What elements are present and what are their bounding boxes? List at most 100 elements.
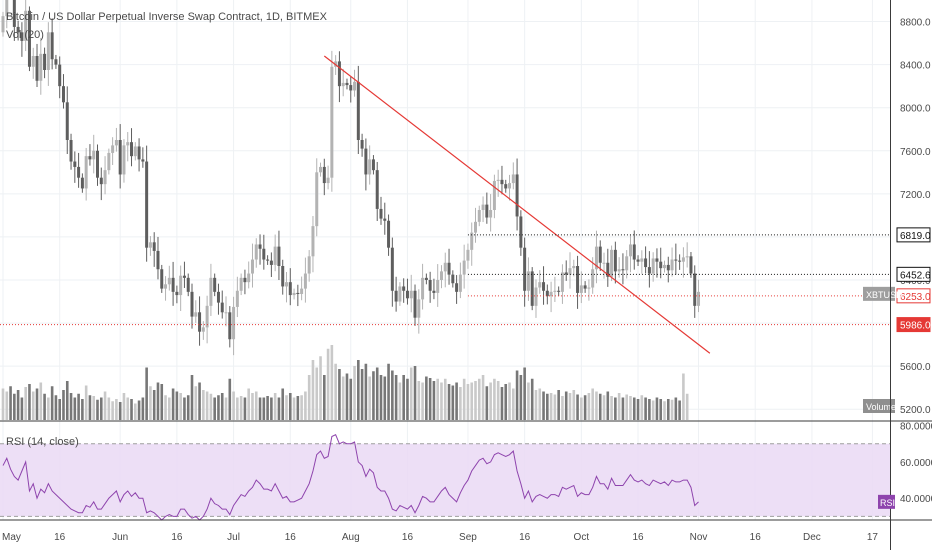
volume-bar <box>62 390 65 420</box>
volume-bar <box>50 386 54 420</box>
candle <box>390 237 394 307</box>
rsi-line <box>2 434 699 521</box>
candle <box>632 230 636 270</box>
volume-bar <box>20 397 24 420</box>
candle-body <box>43 53 47 70</box>
candle-body <box>549 291 553 297</box>
volume-bar <box>375 367 379 420</box>
candle-body <box>216 291 220 303</box>
volume-bar <box>602 395 606 420</box>
volume-bar <box>288 393 292 420</box>
candle-body <box>462 260 466 275</box>
candle-body <box>387 220 391 248</box>
candle-body <box>61 86 65 103</box>
candle <box>84 147 88 201</box>
candle-body <box>553 290 557 292</box>
candle-body <box>421 277 425 300</box>
price-label: 5986.0 <box>900 321 931 332</box>
volume-bar <box>583 395 587 420</box>
rsi-indicator-label[interactable]: RSI (14, close) <box>6 436 79 448</box>
candle-body <box>1 16 5 33</box>
candle <box>409 274 413 313</box>
candle-body <box>576 266 580 293</box>
volume-indicator-label[interactable]: Vol (20) <box>6 29 44 41</box>
candle <box>46 22 50 86</box>
candle-body <box>602 262 606 264</box>
candle <box>20 22 24 57</box>
candle <box>439 265 443 289</box>
series-badge[interactable]: XBTUSD <box>866 290 903 300</box>
candle <box>345 78 349 90</box>
candle <box>349 76 353 103</box>
candle-body <box>24 10 28 41</box>
candle-body <box>5 0 9 17</box>
volume-badge-box <box>863 399 895 413</box>
candle <box>122 139 126 183</box>
candle <box>171 261 175 306</box>
volume-badge[interactable]: Volume <box>866 402 896 412</box>
price-tick-label: 5600.0 <box>900 362 931 373</box>
candle-body <box>258 244 262 249</box>
series-badge-box <box>863 286 895 301</box>
volume-bar <box>421 382 424 420</box>
candle <box>50 18 54 70</box>
candle <box>428 271 432 303</box>
volume-bar <box>28 384 31 420</box>
candle <box>160 264 164 293</box>
candle <box>530 267 534 311</box>
candle <box>534 279 538 318</box>
candle <box>602 252 606 279</box>
descending-trendline[interactable] <box>323 55 711 354</box>
candle <box>496 169 500 197</box>
candle <box>235 276 239 318</box>
candle <box>213 273 217 297</box>
candle-body <box>496 179 500 181</box>
candle <box>579 271 583 304</box>
price-label-box <box>896 288 931 304</box>
volume-bar <box>606 391 610 420</box>
rsi-badge[interactable]: RSI <box>880 498 895 508</box>
candle-body <box>220 302 224 313</box>
candle-body <box>54 59 58 65</box>
volume-bar <box>379 375 383 420</box>
candle-body <box>69 140 73 162</box>
candle-body <box>515 174 519 217</box>
candle-body <box>96 150 99 178</box>
candle <box>576 255 580 309</box>
volume-bar <box>292 397 296 420</box>
volume-bar <box>202 390 205 420</box>
candle <box>99 167 103 201</box>
candle <box>198 296 202 346</box>
candle <box>65 86 69 154</box>
candle <box>141 147 145 168</box>
candle <box>583 281 587 293</box>
candle-body <box>530 271 534 306</box>
volume-bar <box>610 396 613 420</box>
volume-bar <box>504 384 508 420</box>
candle-body <box>508 183 512 189</box>
candle-body <box>413 290 417 318</box>
candle <box>481 196 485 223</box>
candle-body <box>179 275 183 296</box>
candle <box>364 138 368 191</box>
candle <box>685 242 689 268</box>
volume-bar <box>156 382 160 420</box>
candle-body <box>474 221 477 233</box>
candle-body <box>636 259 640 262</box>
candle <box>300 276 304 301</box>
candle <box>288 268 292 306</box>
candle <box>182 261 186 288</box>
price-label: 6253.0 <box>900 292 931 303</box>
volume-bar <box>530 378 534 420</box>
volume-bar <box>205 391 209 420</box>
candle-body <box>137 146 141 160</box>
candle-body <box>77 166 81 178</box>
candle <box>247 261 251 289</box>
volume-bar <box>485 386 489 420</box>
volume-bar <box>92 396 96 420</box>
volume-bar <box>542 391 545 420</box>
candle <box>126 132 130 162</box>
